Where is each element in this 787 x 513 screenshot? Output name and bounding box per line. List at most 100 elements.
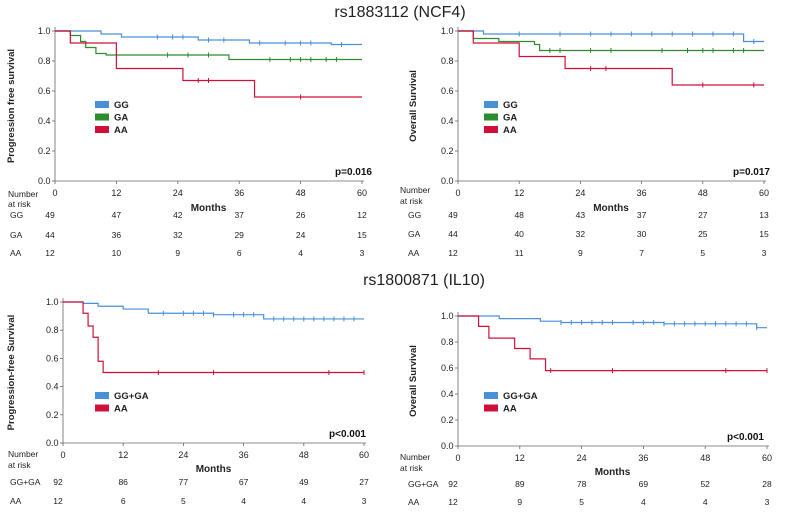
- p-value: p=0.017: [733, 167, 770, 178]
- km-curve-aa: [63, 301, 364, 374]
- risk-value: 78: [577, 479, 587, 489]
- y-tick-label: 0.6: [46, 353, 59, 363]
- x-tick-label: 60: [357, 188, 367, 198]
- y-tick-label: 0.4: [46, 382, 59, 392]
- x-tick-label: 12: [111, 188, 121, 198]
- x-tick-label: 0: [60, 450, 65, 460]
- legend-label: AA: [503, 125, 517, 136]
- p-value: p<0.001: [727, 432, 764, 443]
- risk-value: 9: [175, 248, 180, 258]
- x-tick-label: 0: [455, 453, 460, 463]
- legend-swatch: [484, 392, 498, 399]
- y-tick-label: 1.0: [46, 297, 59, 307]
- legend-swatch: [484, 126, 498, 133]
- x-tick-label: 60: [762, 453, 772, 463]
- legend-label: GG: [503, 100, 518, 111]
- legend-swatch: [484, 113, 498, 121]
- section-title-bottom: rs1800871 (IL10): [363, 272, 485, 289]
- risk-value: 3: [762, 248, 767, 258]
- risk-value: 47: [112, 210, 122, 220]
- legend-swatch: [484, 404, 498, 412]
- risk-value: 15: [357, 230, 367, 240]
- risk-value: 12: [45, 248, 55, 258]
- risk-value: 5: [181, 496, 186, 506]
- x-tick-label: 48: [698, 188, 708, 198]
- risk-value: 48: [514, 210, 524, 220]
- y-tick-label: 1.0: [38, 26, 51, 36]
- x-tick-label: 48: [296, 188, 306, 198]
- risk-row-label: AA: [408, 248, 420, 258]
- y-tick-label: 0.6: [441, 86, 454, 96]
- km-panel-top-right: 0.0 0.2 0.4 0.6 0.8 1.0 0 12 24 36 48 60 Overall Sur…: [400, 26, 770, 258]
- risk-value: 4: [641, 497, 646, 507]
- km-curve-gg: [55, 30, 362, 46]
- risk-value: 5: [700, 248, 705, 258]
- legend-label: AA: [114, 404, 128, 415]
- legend-swatch: [484, 101, 498, 108]
- legend-label: GA: [114, 113, 128, 124]
- x-tick-label: 24: [577, 453, 587, 463]
- legend-label: GG: [114, 100, 129, 111]
- risk-value: 36: [112, 230, 122, 240]
- section-title-top: rs1883112 (NCF4): [334, 4, 465, 21]
- risk-value: 4: [301, 496, 306, 506]
- risk-row-label: GG: [10, 210, 23, 220]
- x-tick-label: 48: [700, 453, 710, 463]
- x-tick-label: 60: [359, 450, 369, 460]
- x-tick-label: 0: [455, 188, 460, 198]
- risk-value: 89: [515, 479, 525, 489]
- y-tick-label: 0.8: [38, 56, 51, 66]
- risk-header: Number: [400, 452, 430, 462]
- km-curve-ggga: [63, 301, 364, 320]
- x-axis-label: Months: [595, 467, 631, 478]
- x-axis-label: Months: [196, 464, 232, 475]
- risk-value: 7: [639, 248, 644, 258]
- km-curve-aa: [55, 30, 362, 98]
- y-tick-label: 0.2: [38, 146, 51, 156]
- risk-value: 92: [448, 479, 458, 489]
- risk-value: 52: [700, 479, 710, 489]
- x-tick-label: 12: [118, 450, 128, 460]
- x-tick-label: 24: [575, 188, 585, 198]
- y-tick-label: 0.2: [441, 415, 454, 425]
- risk-value: 13: [759, 210, 769, 220]
- km-curve-aa: [458, 30, 764, 86]
- risk-value: 49: [448, 210, 458, 220]
- y-tick-label: 0.0: [441, 441, 454, 451]
- km-curve-gg: [458, 30, 764, 43]
- risk-value: 77: [179, 477, 189, 487]
- x-tick-label: 60: [759, 188, 769, 198]
- y-tick-label: 0.6: [38, 86, 51, 96]
- risk-row-label: GA: [10, 230, 23, 240]
- risk-value: 49: [45, 210, 55, 220]
- x-tick-label: 24: [173, 188, 183, 198]
- risk-value: 44: [45, 230, 55, 240]
- y-axis-label: Progression free survival: [6, 49, 17, 163]
- y-tick-label: 0.0: [38, 176, 51, 186]
- y-tick-label: 0.4: [441, 389, 454, 399]
- risk-header: Number: [400, 185, 430, 195]
- legend-label: GG+GA: [503, 391, 538, 402]
- km-panel-top-left: 0.00.20.40.60.81.00 12 24 36 48 60Progression…: [6, 26, 372, 258]
- x-tick-label: 36: [234, 188, 244, 198]
- risk-value: 28: [762, 479, 772, 489]
- y-tick-label: 1.0: [441, 26, 454, 36]
- risk-value: 42: [173, 210, 183, 220]
- y-tick-label: 0.0: [46, 438, 59, 448]
- legend-swatch: [95, 404, 109, 412]
- risk-value: 10: [112, 248, 122, 258]
- risk-value: 5: [579, 497, 584, 507]
- x-tick-label: 12: [514, 188, 524, 198]
- risk-value: 11: [515, 248, 524, 258]
- y-tick-label: 0.4: [441, 116, 454, 126]
- legend-swatch: [95, 392, 109, 399]
- y-tick-label: 0.8: [441, 56, 454, 66]
- risk-value: 27: [698, 210, 708, 220]
- km-panel-bottom-left: 0.00.20.40.60.81.00 12 24 36 48 60Progression…: [6, 297, 369, 506]
- y-axis-label: Overall Survival: [408, 70, 419, 142]
- risk-value: 24: [296, 230, 306, 240]
- risk-value: 4: [703, 497, 708, 507]
- risk-value: 12: [357, 210, 367, 220]
- y-tick-label: 1.0: [441, 311, 454, 321]
- risk-value: 26: [296, 210, 306, 220]
